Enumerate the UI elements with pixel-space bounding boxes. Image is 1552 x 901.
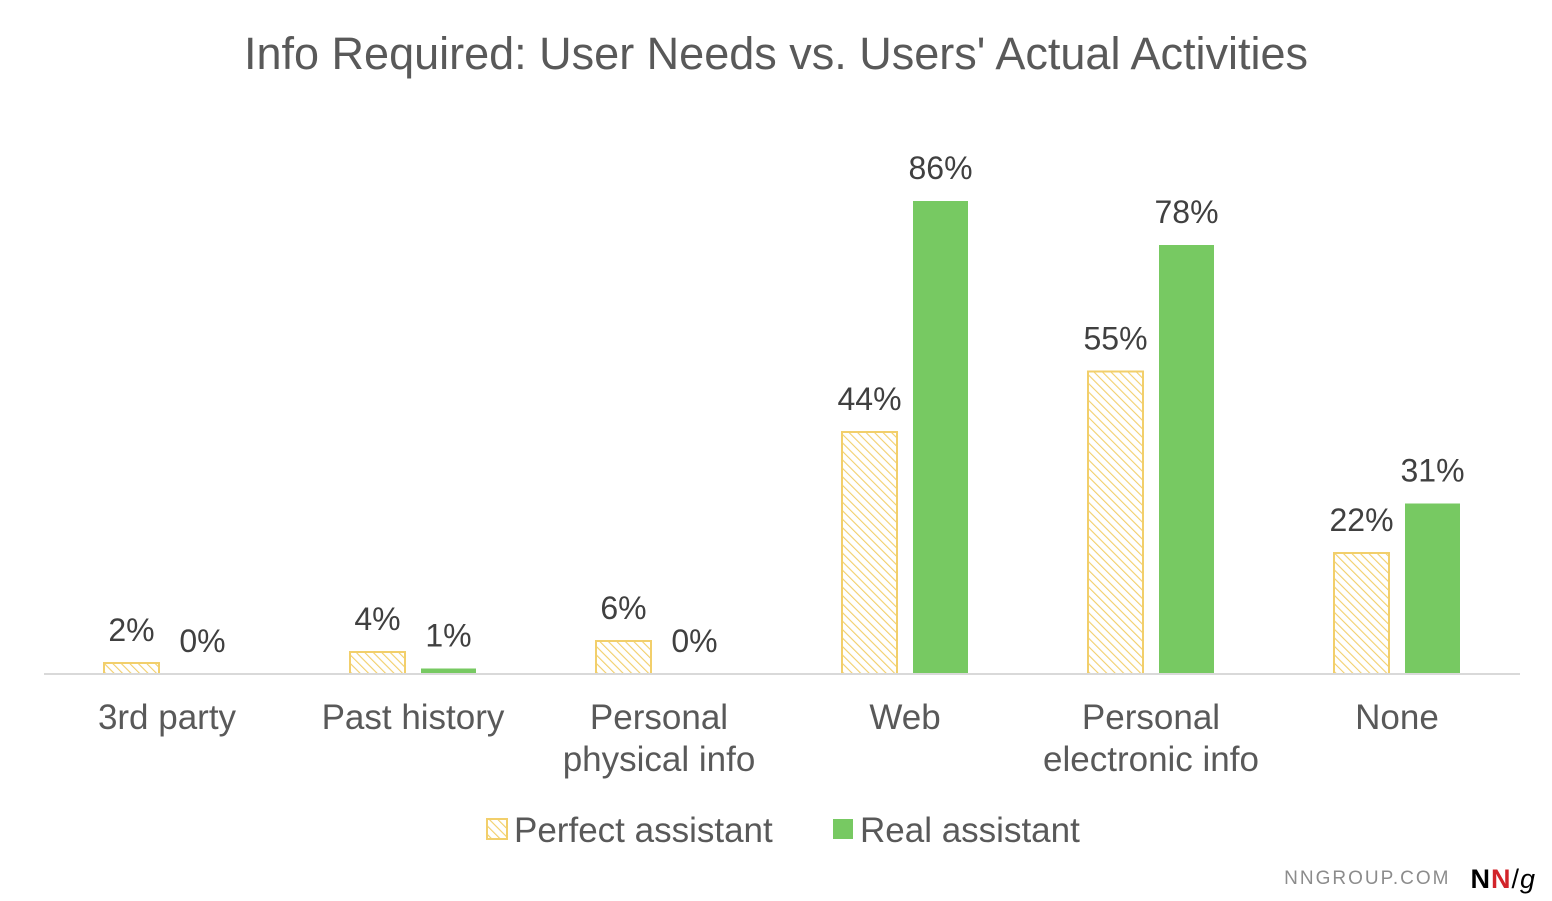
logo-n1: N: [1470, 863, 1491, 894]
bar-real-assistant-past-history: [421, 668, 476, 674]
data-label-real-assistant-web: 86%: [908, 150, 972, 186]
legend-swatch-real-assistant: [833, 819, 853, 839]
nng-logo: NN/g: [1470, 864, 1536, 895]
category-label-web: Web: [869, 698, 940, 737]
bar-perfect-assistant-web: [841, 431, 898, 675]
legend: Perfect assistant Real assistant: [486, 811, 1080, 850]
data-label-real-assistant-personal-physical-info: 0%: [671, 623, 717, 659]
legend-label-real-assistant: Real assistant: [860, 811, 1080, 850]
data-label-real-assistant-3rd-party: 0%: [179, 623, 225, 659]
bars-layer: [103, 201, 1460, 675]
data-label-real-assistant-past-history: 1%: [425, 618, 471, 654]
legend-label-perfect-assistant: Perfect assistant: [514, 811, 773, 850]
data-label-real-assistant-none: 31%: [1400, 453, 1464, 489]
brand-watermark: NNGROUP.COM NN/g: [1284, 864, 1536, 895]
bar-real-assistant-web: [913, 201, 968, 674]
category-label-personal-electronic-info: Personal: [1082, 698, 1220, 737]
bar-perfect-assistant-3rd-party: [103, 662, 160, 675]
legend-swatch-perfect-assistant: [486, 818, 508, 840]
data-label-perfect-assistant-3rd-party: 2%: [108, 612, 154, 648]
category-label-past-history: Past history: [322, 698, 505, 737]
category-label-personal-physical-info: Personal: [590, 698, 728, 737]
bar-real-assistant-none: [1405, 503, 1460, 674]
category-label-none: None: [1355, 698, 1439, 737]
logo-slash: /: [1511, 863, 1520, 894]
brand-site-text: NNGROUP.COM: [1284, 868, 1451, 889]
category-label-personal-electronic-info: electronic info: [1043, 740, 1259, 779]
data-label-real-assistant-personal-electronic-info: 78%: [1154, 194, 1218, 230]
logo-g: g: [1519, 863, 1536, 894]
logo-n2: N: [1490, 863, 1512, 894]
bar-perfect-assistant-personal-electronic-info: [1087, 370, 1144, 675]
bar-perfect-assistant-none: [1333, 552, 1390, 675]
data-label-perfect-assistant-past-history: 4%: [354, 601, 400, 637]
bar-perfect-assistant-personal-physical-info: [595, 640, 652, 675]
bar-perfect-assistant-past-history: [349, 651, 406, 675]
category-label-personal-physical-info: physical info: [563, 740, 756, 779]
data-label-perfect-assistant-web: 44%: [837, 381, 901, 417]
chart-title: Info Required: User Needs vs. Users' Act…: [243, 28, 1309, 79]
bar-real-assistant-personal-electronic-info: [1159, 245, 1214, 674]
data-label-perfect-assistant-personal-physical-info: 6%: [600, 590, 646, 626]
category-label-3rd-party: 3rd party: [98, 698, 237, 737]
data-label-perfect-assistant-personal-electronic-info: 55%: [1083, 321, 1147, 357]
labels-layer: 2% 0% 3rd party 4% 1% Past history 6% 0% Persona…: [98, 150, 1465, 779]
data-label-perfect-assistant-none: 22%: [1329, 502, 1393, 538]
